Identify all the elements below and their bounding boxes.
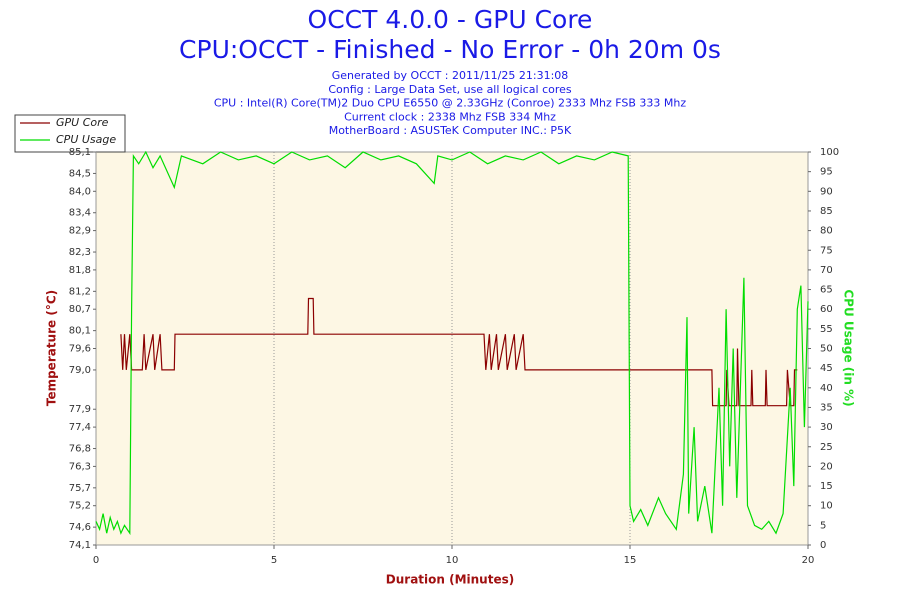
y-tick-label: 75,2 bbox=[69, 501, 91, 512]
x-tick-label: 5 bbox=[271, 555, 277, 566]
y-tick-label: 80,7 bbox=[69, 304, 91, 315]
info-line: Generated by OCCT : 2011/11/25 21:31:08 bbox=[332, 69, 569, 82]
y2-tick-label: 70 bbox=[820, 265, 833, 276]
series-line bbox=[95, 150, 809, 536]
y-tick-label: 85,1 bbox=[69, 147, 91, 158]
chart-title: OCCT 4.0.0 - GPU Core bbox=[308, 5, 593, 34]
y2-tick-label: 45 bbox=[820, 363, 833, 374]
y2-tick-label: 15 bbox=[820, 481, 833, 492]
y2-tick-label: 95 bbox=[820, 167, 833, 178]
y-tick-label: 81,2 bbox=[69, 286, 91, 297]
chart-subtitle: CPU:OCCT - Finished - No Error - 0h 20m … bbox=[179, 35, 721, 64]
info-line: Current clock : 2338 Mhz FSB 334 Mhz bbox=[344, 110, 556, 123]
legend-label: CPU Usage bbox=[56, 133, 116, 146]
info-line: CPU : Intel(R) Core(TM)2 Duo CPU E6550 @… bbox=[214, 97, 686, 110]
y-tick-label: 75,7 bbox=[69, 483, 91, 494]
x-tick-label: 10 bbox=[446, 555, 459, 566]
y-tick-label: 76,3 bbox=[69, 461, 91, 472]
x-axis-label: Duration (Minutes) bbox=[386, 573, 514, 587]
legend bbox=[14, 114, 126, 153]
x-tick-label: 20 bbox=[802, 555, 815, 566]
plot-area bbox=[95, 151, 809, 546]
x-tick-label: 15 bbox=[624, 555, 637, 566]
y2-tick-label: 30 bbox=[820, 422, 833, 433]
y2-tick-label: 85 bbox=[820, 206, 833, 217]
y-tick-label: 77,9 bbox=[69, 404, 91, 415]
y-tick-label: 77,4 bbox=[69, 422, 91, 433]
y2-tick-label: 50 bbox=[820, 344, 833, 355]
y-tick-label: 84,0 bbox=[69, 186, 91, 197]
y-axis-label: Temperature (°C) bbox=[45, 290, 59, 406]
y2-tick-label: 55 bbox=[820, 324, 833, 335]
y2-tick-label: 10 bbox=[820, 501, 833, 512]
y-tick-label: 80,1 bbox=[69, 326, 91, 337]
y2-tick-label: 60 bbox=[820, 304, 833, 315]
y2-tick-label: 40 bbox=[820, 383, 833, 394]
x-tick-label: 0 bbox=[93, 555, 99, 566]
info-line: MotherBoard : ASUSTeK Computer INC.: P5K bbox=[329, 124, 572, 137]
y2-tick-label: 75 bbox=[820, 245, 833, 256]
y2-tick-label: 90 bbox=[820, 186, 833, 197]
y-tick-label: 79,0 bbox=[69, 365, 91, 376]
y2-tick-label: 65 bbox=[820, 285, 833, 296]
y2-tick-label: 5 bbox=[820, 520, 826, 531]
y-tick-label: 81,8 bbox=[69, 265, 91, 276]
legend-label: GPU Core bbox=[56, 116, 109, 129]
y-tick-label: 82,9 bbox=[69, 226, 91, 237]
y-tick-label: 79,6 bbox=[69, 344, 91, 355]
y2-axis-label: CPU Usage (in %) bbox=[842, 289, 856, 406]
y-tick-label: 74,1 bbox=[69, 540, 91, 551]
y2-tick-label: 25 bbox=[820, 442, 833, 453]
y-tick-label: 84,5 bbox=[69, 168, 91, 179]
y2-tick-label: 0 bbox=[820, 540, 826, 551]
y-tick-label: 83,4 bbox=[69, 208, 91, 219]
y2-tick-label: 20 bbox=[820, 461, 833, 472]
y-tick-label: 76,8 bbox=[69, 444, 91, 455]
info-line: Config : Large Data Set, use all logical… bbox=[328, 83, 572, 96]
y2-tick-label: 100 bbox=[820, 147, 839, 158]
y2-tick-label: 80 bbox=[820, 226, 833, 237]
y-tick-label: 74,6 bbox=[69, 522, 91, 533]
y2-tick-label: 35 bbox=[820, 402, 833, 413]
y-tick-label: 82,3 bbox=[69, 247, 91, 258]
series-line bbox=[120, 297, 798, 407]
